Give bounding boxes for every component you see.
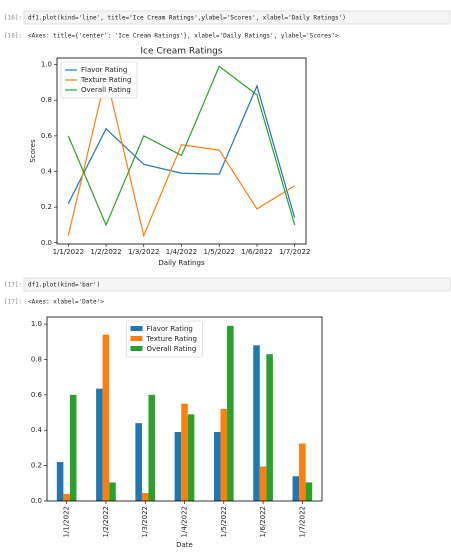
x-tick-label: 1/4/2022 — [166, 248, 197, 256]
x-tick-label: 1/3/2022 — [141, 506, 149, 537]
x-tick-label: 1/5/2022 — [204, 248, 235, 256]
bar — [305, 482, 313, 501]
code[interactable]: df1.plot(kind='line', title='Ice Cream R… — [28, 15, 346, 22]
legend-label: Overall Rating — [81, 86, 131, 94]
bar — [181, 403, 188, 501]
bar — [69, 394, 77, 501]
bar — [227, 325, 234, 501]
y-tick-label: 0.4 — [31, 426, 43, 434]
x-tick-label: 1/2/2022 — [102, 506, 110, 537]
x-tick-label: 1/2/2022 — [90, 248, 121, 256]
x-tick-label: 1/3/2022 — [128, 248, 159, 256]
y-tick-label: 0.0 — [31, 497, 42, 505]
x-tick-label: 1/4/2022 — [181, 506, 189, 537]
x-tick-label: 1/5/2022 — [220, 506, 228, 537]
y-tick-label: 0.6 — [41, 132, 53, 140]
line — [67, 84, 296, 218]
axes-frame — [46, 316, 323, 502]
bar — [253, 345, 260, 501]
x-tick-label: 1/7/2022 — [279, 248, 310, 256]
bar — [299, 443, 306, 501]
cell-prompt: [16]: — [4, 15, 22, 22]
output-text: <Axes: xlabel='Date'> — [28, 299, 104, 306]
legend-label: Overall Rating — [147, 345, 197, 353]
output-prompt: [16]: — [4, 33, 22, 40]
y-tick-label: 0.2 — [31, 462, 42, 470]
legend-box — [60, 61, 138, 99]
bar — [292, 476, 300, 501]
bar — [220, 409, 228, 501]
bar — [141, 493, 149, 501]
chart-title: Ice Cream Ratings — [140, 47, 222, 57]
x-tick-label: 1/6/2022 — [241, 248, 272, 256]
bar — [174, 432, 182, 501]
legend-label: Flavor Rating — [81, 66, 127, 74]
bar — [187, 414, 195, 501]
bar — [56, 462, 64, 501]
y-tick-label: 1.0 — [31, 320, 42, 328]
bar — [135, 423, 142, 501]
bar — [259, 466, 267, 501]
cell-prompt: [17]: — [4, 282, 22, 289]
code[interactable]: df1.plot(kind='bar') — [28, 282, 100, 289]
x-tick-label: 1/1/2022 — [63, 506, 71, 537]
y-tick-label: 0.6 — [31, 391, 43, 399]
line — [67, 65, 296, 227]
bar — [63, 493, 70, 501]
x-tick-label: 1/1/2022 — [53, 248, 84, 256]
legend-swatch — [130, 336, 143, 341]
bar — [148, 394, 156, 501]
legend-box — [126, 320, 203, 358]
bar — [109, 482, 116, 501]
x-axis-label: Date — [176, 541, 193, 549]
bar — [213, 432, 221, 501]
y-tick-label: 0.8 — [41, 96, 52, 104]
y-tick-label: 1.0 — [41, 61, 52, 69]
y-tick-label: 0.8 — [31, 355, 42, 363]
axes-frame — [56, 57, 307, 245]
bar — [266, 354, 273, 501]
legend-label: Flavor Rating — [147, 325, 193, 333]
output-text: <Axes: title={'center': 'Ice Cream Ratin… — [28, 33, 339, 40]
x-axis-label: Daily Ratings — [158, 259, 205, 267]
x-tick-label: 1/7/2022 — [298, 506, 306, 537]
code-cell-bg — [23, 10, 451, 25]
legend-swatch — [130, 326, 143, 331]
code-cell-bg — [23, 277, 451, 292]
legend-swatch — [130, 346, 143, 351]
bar — [102, 334, 110, 501]
output-prompt: [17]: — [4, 299, 22, 306]
y-tick-label: 0.4 — [41, 167, 53, 175]
y-axis-label: Scores — [29, 139, 37, 163]
legend-label: Texture Rating — [80, 76, 131, 84]
x-tick-label: 1/6/2022 — [259, 506, 267, 537]
bar — [96, 388, 103, 501]
legend-label: Texture Rating — [146, 335, 197, 343]
y-tick-label: 0.2 — [41, 203, 52, 211]
y-tick-label: 0.0 — [41, 239, 52, 247]
